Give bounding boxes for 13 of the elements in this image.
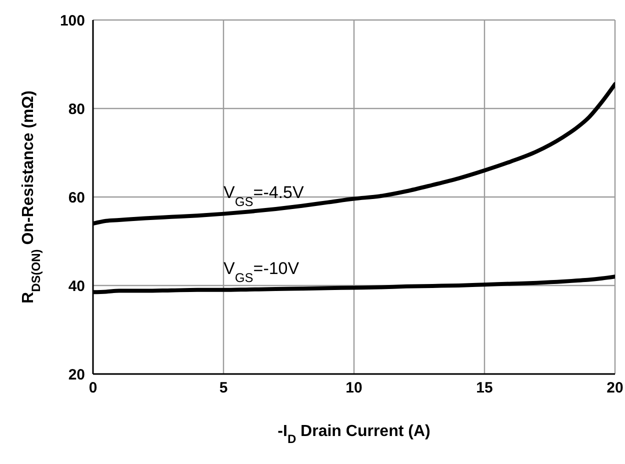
series-label: V$_{GS}$=-10V	[224, 258, 300, 284]
x-tick-label: 0	[88, 380, 98, 397]
y-tick-label: 40	[68, 278, 85, 295]
x-tick-label: 20	[606, 380, 624, 397]
x-tick-label: 15	[476, 380, 493, 397]
y-tick-label: 100	[60, 12, 85, 30]
y-tick-label: 20	[68, 366, 85, 384]
x-tick-label: 5	[219, 380, 228, 397]
x-axis-title: -I$_{D}$ Drain Current (A)	[278, 423, 430, 446]
series-label: V$_{GS}$=-4.5V	[224, 182, 304, 208]
y-tick-label: 80	[68, 100, 85, 118]
y-tick-label: 60	[68, 189, 85, 206]
x-tick-label: 10	[346, 380, 362, 397]
